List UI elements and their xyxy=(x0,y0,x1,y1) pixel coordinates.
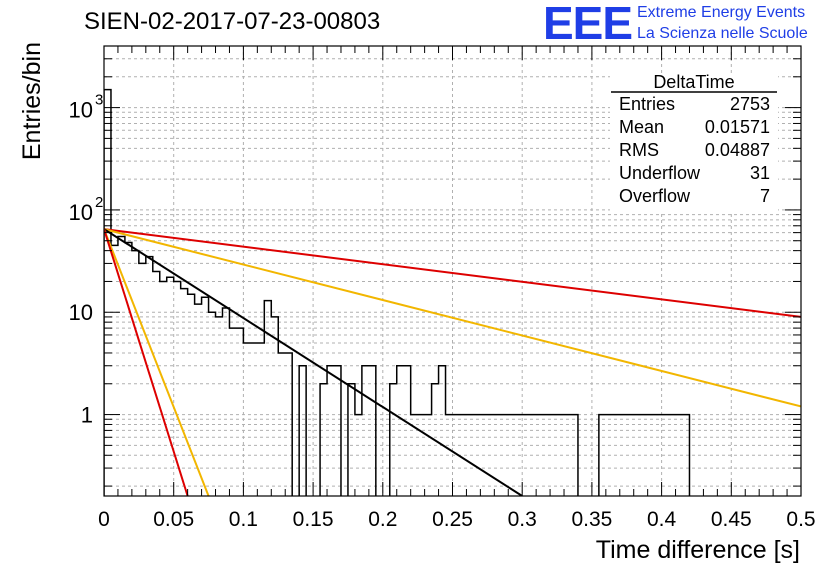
y-tick-exponent: 2 xyxy=(95,194,103,211)
fit-line-5 xyxy=(104,228,189,496)
x-tick-label: 0.05 xyxy=(153,508,194,531)
y-axis-label: Entries/bin xyxy=(18,42,46,160)
stats-row-value: 2753 xyxy=(730,94,770,114)
stats-row-value: 31 xyxy=(750,163,770,183)
x-tick-label: 0.3 xyxy=(508,508,537,531)
stats-row-label: Entries xyxy=(619,94,675,114)
fit-line-2 xyxy=(104,228,801,408)
stats-row-label: Mean xyxy=(619,117,664,137)
histogram-steps xyxy=(104,88,691,496)
stats-title: DeltaTime xyxy=(653,72,734,92)
logo-line-1: Extreme Energy Events xyxy=(637,4,806,21)
fit-line-1 xyxy=(104,228,801,318)
y-tick-label: 10 xyxy=(69,200,93,225)
fit-line-4 xyxy=(104,228,210,496)
x-tick-label: 0.45 xyxy=(711,508,752,531)
x-axis-label: Time difference [s] xyxy=(596,536,800,564)
eee-logo: EEE xyxy=(543,0,633,49)
y-tick-label: 10 xyxy=(69,98,93,123)
y-tick-label: 10 xyxy=(69,300,93,325)
stats-row-label: RMS xyxy=(619,140,659,160)
x-tick-label: 0.2 xyxy=(368,508,397,531)
x-tick-label: 0 xyxy=(98,508,110,531)
y-tick-exponent: 3 xyxy=(95,92,103,109)
logo-line-2: La Scienza nelle Scuole xyxy=(637,25,808,42)
stats-row-value: 7 xyxy=(760,186,770,206)
logo-caption: Extreme Energy Events La Scienza nelle S… xyxy=(637,2,808,44)
x-tick-label: 0.35 xyxy=(571,508,612,531)
x-tick-label: 0.15 xyxy=(293,508,334,531)
stats-row-label: Overflow xyxy=(619,186,691,206)
x-tick-label: 0.4 xyxy=(647,508,677,531)
y-tick-label: 1 xyxy=(81,403,93,428)
x-tick-label: 0.5 xyxy=(786,508,815,531)
fit-line-3 xyxy=(104,228,523,496)
x-tick-label: 0.1 xyxy=(229,508,258,531)
chart-title: SIEN-02-2017-07-23-00803 xyxy=(84,8,381,35)
stats-row-value: 0.04887 xyxy=(705,140,770,160)
plot-area xyxy=(104,88,801,496)
x-tick-label: 0.25 xyxy=(432,508,473,531)
stats-row-label: Underflow xyxy=(619,163,701,183)
stats-row-value: 0.01571 xyxy=(705,117,770,137)
stats-box-bg xyxy=(610,76,778,211)
